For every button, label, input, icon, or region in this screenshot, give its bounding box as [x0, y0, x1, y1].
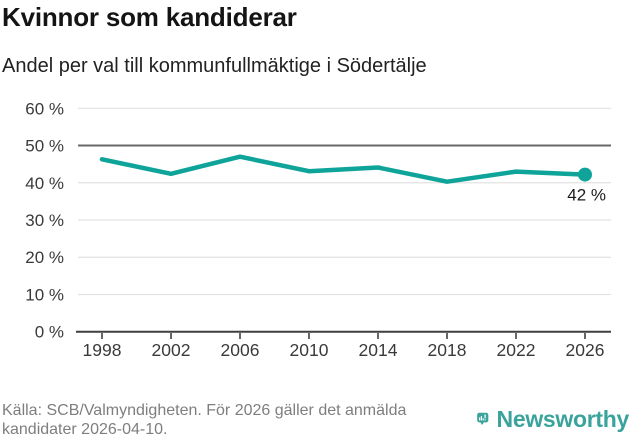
line-chart: 0 % 10 % 20 % 30 % 40 % 50 % 60 % 1998 2002 2006 2… [25, 99, 611, 360]
y-tick-label: 10 % [25, 285, 64, 304]
x-tick-label: 2006 [221, 340, 260, 360]
y-tick-label: 0 % [35, 323, 64, 342]
x-tick-label: 2002 [152, 340, 191, 360]
y-tick-label: 50 % [25, 137, 64, 156]
x-tick-label: 2018 [428, 340, 467, 360]
y-tick-label: 30 % [25, 211, 64, 230]
chart-subtitle: Andel per val till kommunfullmäktige i S… [2, 55, 427, 77]
x-tick-label: 2026 [566, 340, 605, 360]
x-tick-label: 2022 [497, 340, 536, 360]
last-point-value-label: 42 % [567, 186, 606, 205]
data-line [99, 154, 588, 184]
y-tick-label: 20 % [25, 248, 64, 267]
y-tick-label: 60 % [25, 99, 64, 118]
last-data-point [578, 167, 592, 182]
x-tick-label: 2014 [359, 340, 398, 360]
chart-title: Kvinnor som kandiderar [2, 2, 297, 32]
newsworthy-logo-icon [477, 412, 489, 425]
newsworthy-logo-text: Newsworthy [496, 405, 630, 432]
y-tick-label: 40 % [25, 174, 64, 193]
newsworthy-logo: Newsworthy [477, 401, 629, 437]
source-note: Källa: SCB/Valmyndigheten. För 2026 gäll… [2, 402, 407, 439]
x-tick-label: 1998 [83, 340, 122, 360]
x-tick-label: 2010 [290, 340, 329, 360]
